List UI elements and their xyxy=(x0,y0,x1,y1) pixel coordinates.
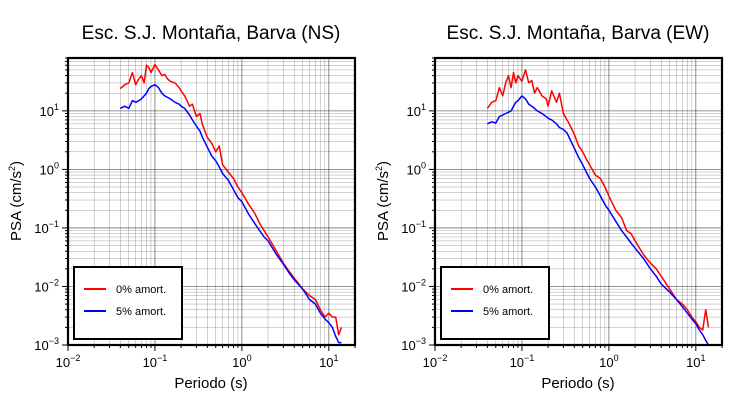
legend-label-5pct-ew: 5% amort. xyxy=(483,306,533,318)
y-tick-label-base-ns: 10 xyxy=(34,221,48,236)
y-tick-label-ew: 10−3 xyxy=(401,336,426,353)
x-tick-label-ns: 100 xyxy=(232,353,251,370)
x-tick-label-exp-ns: −1 xyxy=(157,353,167,363)
y-tick-label-exp-ew: 0 xyxy=(421,160,426,170)
chart-panel-ew: Esc. S.J. Montaña, Barva (EW) 10−2 10−1 10… xyxy=(374,23,724,392)
legend-box-ew xyxy=(440,266,550,340)
x-tick-label-exp-ew: 1 xyxy=(701,353,706,363)
x-tick-label-exp-ew: −2 xyxy=(437,353,447,363)
y-tick-label-exp-ns: −1 xyxy=(49,219,59,229)
y-axis-label-ns: PSA (cm/s2) xyxy=(7,161,25,241)
chart-title-ns: Esc. S.J. Montaña, Barva (NS) xyxy=(82,23,341,44)
x-tick-label-exp-ew: 0 xyxy=(614,353,619,363)
legend-label-0pct-ew: 0% amort. xyxy=(483,284,533,296)
x-tick-label-ew: 100 xyxy=(599,353,618,370)
x-tick-label-ns: 101 xyxy=(319,353,338,370)
series-group-ew xyxy=(486,69,710,346)
legend-ew: 0% amort. 5% amort. xyxy=(440,266,550,340)
legend-ns: 0% amort. 5% amort. xyxy=(73,266,183,340)
y-tick-label-exp-ew: −3 xyxy=(416,336,426,346)
y-axis-label-tail-ns: ) xyxy=(8,161,25,166)
y-tick-label-base-ew: 10 xyxy=(401,221,415,236)
x-tick-labels-ew: 10−2 10−1 100 101 xyxy=(423,353,706,370)
legend-box-ns xyxy=(73,266,183,340)
ticks-ew xyxy=(429,57,723,351)
x-axis-label-ns: Periodo (s) xyxy=(174,375,247,392)
y-axis-label-sup-ew: 2 xyxy=(374,166,384,171)
x-tick-label-ns: 10−1 xyxy=(143,353,168,370)
y-axis-label-tail-ew: ) xyxy=(375,161,392,166)
y-tick-label-ew: 101 xyxy=(407,102,426,119)
grid-ns xyxy=(67,57,356,346)
y-axis-label-main-ew: PSA (cm/s xyxy=(375,171,392,241)
series-line-0pct-ew xyxy=(486,69,710,331)
y-tick-label-base-ns: 10 xyxy=(40,162,54,177)
series-group-ns xyxy=(119,63,343,344)
x-tick-label-base-ns: 10 xyxy=(143,355,157,370)
x-tick-label-exp-ew: −1 xyxy=(524,353,534,363)
y-tick-label-exp-ns: 1 xyxy=(54,102,59,112)
x-tick-label-ew: 101 xyxy=(686,353,705,370)
x-tick-label-base-ns: 10 xyxy=(319,355,333,370)
y-tick-label-exp-ns: −3 xyxy=(49,336,59,346)
y-axis-label-ew: PSA (cm/s2) xyxy=(374,161,392,241)
plot-frame-ew xyxy=(433,56,724,347)
y-tick-label-ns: 10−2 xyxy=(34,277,59,294)
x-tick-label-ew: 10−2 xyxy=(423,353,448,370)
y-tick-label-base-ew: 10 xyxy=(401,279,415,294)
x-tick-label-base-ew: 10 xyxy=(599,355,613,370)
y-tick-label-base-ew: 10 xyxy=(407,104,421,119)
y-tick-label-base-ew: 10 xyxy=(407,162,421,177)
x-tick-label-ew: 10−1 xyxy=(510,353,535,370)
x-tick-label-base-ew: 10 xyxy=(423,355,437,370)
ticks-ns xyxy=(62,57,356,351)
y-tick-label-ew: 100 xyxy=(407,160,426,177)
x-tick-label-base-ns: 10 xyxy=(232,355,246,370)
y-tick-label-base-ns: 10 xyxy=(34,279,48,294)
plot-frame-ns xyxy=(66,56,357,347)
y-tick-label-exp-ew: 1 xyxy=(421,102,426,112)
y-tick-label-exp-ns: −2 xyxy=(49,277,59,287)
x-tick-label-exp-ns: 1 xyxy=(334,353,339,363)
y-tick-label-ns: 100 xyxy=(40,160,59,177)
y-tick-label-exp-ew: −2 xyxy=(416,277,426,287)
y-tick-label-exp-ew: −1 xyxy=(416,219,426,229)
y-tick-label-base-ns: 10 xyxy=(40,104,54,119)
x-tick-labels-ns: 10−2 10−1 100 101 xyxy=(56,353,339,370)
y-tick-label-ns: 10−1 xyxy=(34,219,59,236)
series-line-5pct-ns xyxy=(119,83,342,344)
legend-label-5pct-ns: 5% amort. xyxy=(116,306,166,318)
y-tick-label-base-ew: 10 xyxy=(401,338,415,353)
legend-label-0pct-ns: 0% amort. xyxy=(116,284,166,296)
y-axis-label-sup-ns: 2 xyxy=(7,166,17,171)
y-tick-label-exp-ns: 0 xyxy=(54,160,59,170)
x-tick-label-base-ew: 10 xyxy=(686,355,700,370)
y-tick-label-ew: 10−2 xyxy=(401,277,426,294)
x-tick-label-base-ew: 10 xyxy=(510,355,524,370)
y-tick-label-base-ns: 10 xyxy=(34,338,48,353)
y-axis-label-main-ns: PSA (cm/s xyxy=(8,171,25,241)
y-tick-label-ns: 101 xyxy=(40,102,59,119)
chart-title-ew: Esc. S.J. Montaña, Barva (EW) xyxy=(447,23,710,44)
series-line-5pct-ew xyxy=(486,95,710,346)
chart-panel-ns: Esc. S.J. Montaña, Barva (NS) 10−2 10−1 10… xyxy=(7,23,357,392)
y-tick-label-ew: 10−1 xyxy=(401,219,426,236)
x-tick-label-exp-ns: 0 xyxy=(247,353,252,363)
y-tick-label-ns: 10−3 xyxy=(34,336,59,353)
x-axis-label-ew: Periodo (s) xyxy=(541,375,614,392)
x-tick-label-ns: 10−2 xyxy=(56,353,81,370)
x-tick-label-exp-ns: −2 xyxy=(70,353,80,363)
x-tick-label-base-ns: 10 xyxy=(56,355,70,370)
